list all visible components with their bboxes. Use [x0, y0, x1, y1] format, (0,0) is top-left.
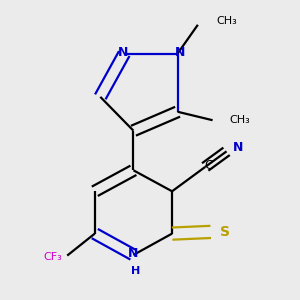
Text: CF₃: CF₃: [43, 252, 62, 262]
Text: N: N: [232, 141, 243, 154]
Text: N: N: [118, 46, 128, 59]
Text: N: N: [128, 247, 139, 260]
Text: CH₃: CH₃: [229, 115, 250, 125]
Text: S: S: [220, 225, 230, 239]
Text: N: N: [175, 46, 185, 59]
Text: C: C: [205, 159, 213, 172]
Text: H: H: [131, 266, 140, 276]
Text: CH₃: CH₃: [216, 16, 237, 26]
